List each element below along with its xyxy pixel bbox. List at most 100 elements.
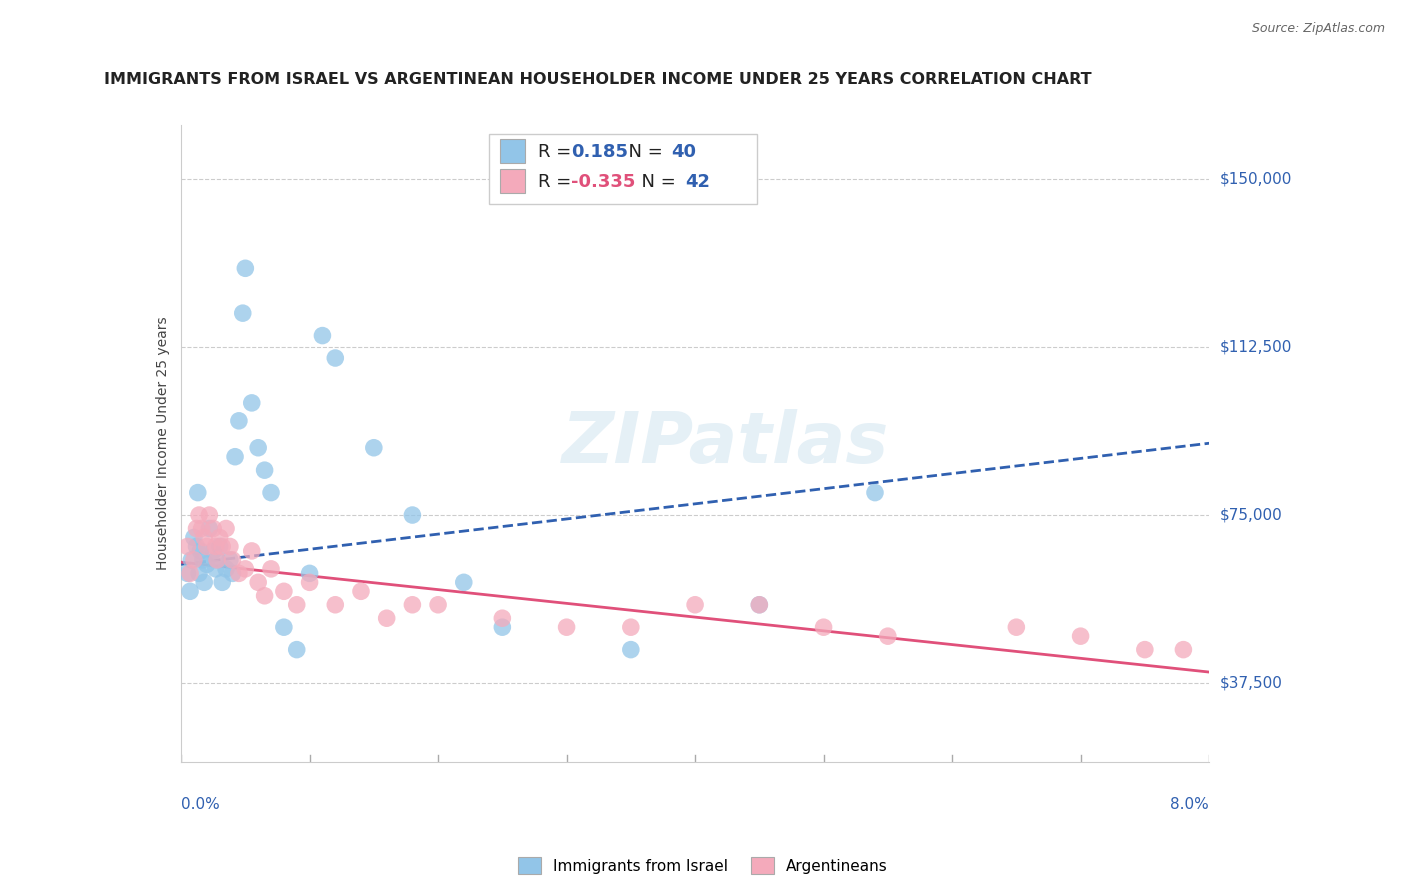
Point <box>208 540 231 554</box>
Point <box>186 540 208 554</box>
FancyBboxPatch shape <box>499 139 526 163</box>
Point <box>748 598 770 612</box>
Point <box>208 531 231 545</box>
Point <box>221 553 243 567</box>
Point <box>193 575 215 590</box>
Text: 8.0%: 8.0% <box>1170 797 1209 812</box>
Text: R =: R = <box>538 143 576 161</box>
Point <box>233 562 256 576</box>
Point <box>375 611 398 625</box>
Point <box>198 508 221 522</box>
Point <box>180 553 202 567</box>
Point <box>240 396 263 410</box>
Point <box>176 540 198 554</box>
Point <box>813 620 835 634</box>
Point <box>191 553 214 567</box>
Point <box>190 521 212 535</box>
Point <box>1133 642 1156 657</box>
Point <box>221 566 243 581</box>
Text: N =: N = <box>630 173 682 191</box>
Point <box>179 584 201 599</box>
Point <box>363 441 385 455</box>
Point <box>555 620 578 634</box>
Point <box>195 558 218 572</box>
Point <box>876 629 898 643</box>
Text: ZIPatlas: ZIPatlas <box>562 409 890 478</box>
Point <box>204 540 226 554</box>
Point <box>232 306 254 320</box>
Text: Source: ZipAtlas.com: Source: ZipAtlas.com <box>1251 22 1385 36</box>
Point <box>198 521 221 535</box>
Point <box>253 589 276 603</box>
Point <box>188 508 211 522</box>
Point <box>311 328 333 343</box>
Point <box>401 508 423 522</box>
Point <box>193 531 215 545</box>
Point <box>491 620 513 634</box>
Point <box>215 562 238 576</box>
Point <box>1070 629 1092 643</box>
Point <box>350 584 373 599</box>
FancyBboxPatch shape <box>499 169 526 193</box>
Point <box>748 598 770 612</box>
Point <box>224 450 246 464</box>
Point <box>179 566 201 581</box>
Point <box>215 521 238 535</box>
Text: $75,000: $75,000 <box>1220 508 1282 523</box>
Point <box>260 562 283 576</box>
Text: IMMIGRANTS FROM ISRAEL VS ARGENTINEAN HOUSEHOLDER INCOME UNDER 25 YEARS CORRELAT: IMMIGRANTS FROM ISRAEL VS ARGENTINEAN HO… <box>104 71 1091 87</box>
Point <box>202 544 225 558</box>
Text: 40: 40 <box>672 143 696 161</box>
Point <box>491 611 513 625</box>
Point <box>240 544 263 558</box>
Text: N =: N = <box>617 143 668 161</box>
Point <box>188 566 211 581</box>
Point <box>219 553 242 567</box>
Point <box>187 485 209 500</box>
Point <box>298 575 321 590</box>
Point <box>190 544 212 558</box>
Point <box>285 642 308 657</box>
Text: R =: R = <box>538 173 576 191</box>
Point <box>219 540 242 554</box>
Point <box>863 485 886 500</box>
Point <box>228 566 250 581</box>
Point <box>211 540 233 554</box>
Point <box>273 620 295 634</box>
Point <box>285 598 308 612</box>
Text: $37,500: $37,500 <box>1220 676 1284 690</box>
Point <box>195 540 218 554</box>
Point <box>620 642 643 657</box>
Point <box>183 553 205 567</box>
Point <box>323 351 346 365</box>
Text: 0.185: 0.185 <box>571 143 627 161</box>
FancyBboxPatch shape <box>489 135 756 204</box>
Point <box>211 575 233 590</box>
Legend: Immigrants from Israel, Argentineans: Immigrants from Israel, Argentineans <box>512 851 894 880</box>
Text: -0.335: -0.335 <box>571 173 636 191</box>
Point <box>298 566 321 581</box>
Point <box>204 562 226 576</box>
Point <box>253 463 276 477</box>
Point <box>273 584 295 599</box>
Point <box>453 575 475 590</box>
Text: $112,500: $112,500 <box>1220 339 1292 354</box>
Point <box>683 598 706 612</box>
Point <box>205 553 228 567</box>
Point <box>202 521 225 535</box>
Point <box>1005 620 1028 634</box>
Point <box>427 598 450 612</box>
Text: $150,000: $150,000 <box>1220 171 1292 186</box>
Point <box>260 485 283 500</box>
Point <box>228 414 250 428</box>
Text: 42: 42 <box>685 173 710 191</box>
Point <box>176 566 198 581</box>
Point <box>323 598 346 612</box>
Point <box>1173 642 1195 657</box>
Point <box>186 521 208 535</box>
Point <box>247 441 270 455</box>
Y-axis label: Householder Income Under 25 years: Householder Income Under 25 years <box>156 317 170 570</box>
Point <box>620 620 643 634</box>
Text: 0.0%: 0.0% <box>181 797 219 812</box>
Point <box>205 553 228 567</box>
